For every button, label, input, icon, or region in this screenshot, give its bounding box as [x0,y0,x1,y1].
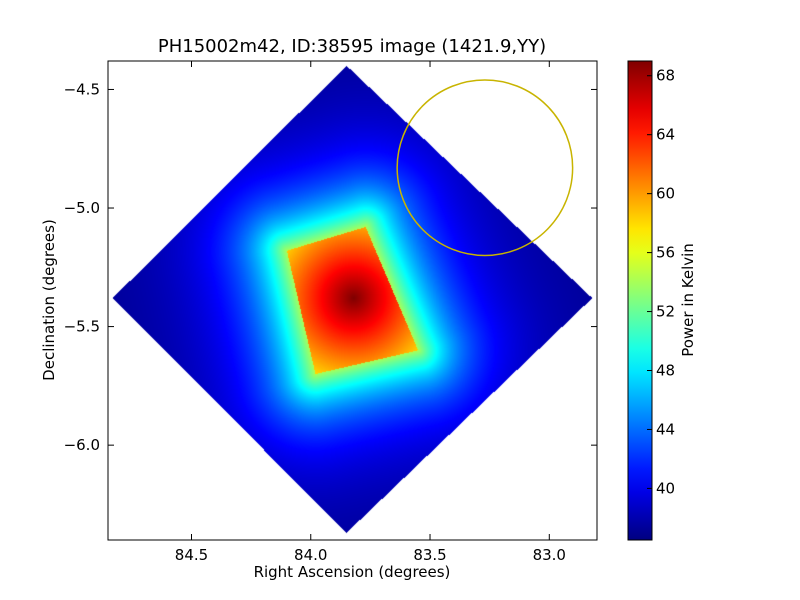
x-tick-label: 84.0 [294,546,327,564]
y-axis-ticks: −4.5 −5.0 −5.5 −6.0 [64,80,597,454]
y-axis-label: Declination (degrees) [40,219,58,381]
colorbar-tick-label: 44 [656,420,675,438]
colorbar [627,60,653,541]
colorbar-tick-label: 40 [656,479,675,497]
y-tick-label: −6.0 [64,436,100,454]
y-tick-label: −4.5 [64,80,100,98]
x-tick-label: 83.0 [533,546,566,564]
colorbar-tick-label: 64 [656,126,675,144]
colorbar-tick-label: 68 [656,67,675,85]
colorbar-tick-label: 56 [656,244,675,262]
chart-title: PH15002m42, ID:38595 image (1421.9,YY) [158,36,546,57]
x-tick-label: 83.5 [413,546,446,564]
x-axis-ticks: 84.5 84.0 83.5 83.0 [175,61,566,564]
colorbar-tick-label: 52 [656,303,675,321]
colorbar-ticks: 40 44 48 52 56 60 64 68 [647,67,675,497]
y-tick-label: −5.0 [64,199,100,217]
marker-circle [396,79,574,257]
colorbar-tick-label: 60 [656,185,675,203]
colorbar-label: Power in Kelvin [679,243,697,357]
y-tick-label: −5.5 [64,318,100,336]
plot-frame [107,60,598,541]
x-axis-label: Right Ascension (degrees) [254,563,451,581]
colorbar-tick-label: 48 [656,362,675,380]
x-tick-label: 84.5 [175,546,208,564]
